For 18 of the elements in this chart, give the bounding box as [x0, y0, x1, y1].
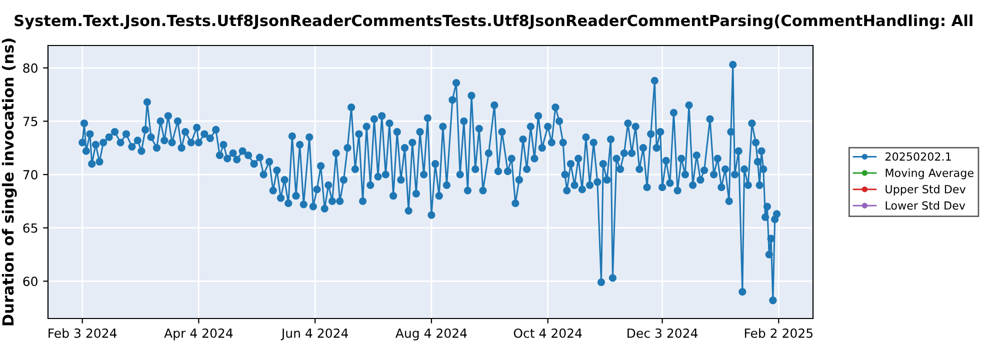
legend-label: Lower Std Dev [886, 201, 966, 210]
x-tick-label: Apr 4 2024 [164, 328, 233, 340]
x-tick-label: Dec 3 2024 [628, 328, 698, 338]
x-tick-label: Oct 4 2024 [514, 328, 582, 338]
x-tick-label: Aug 4 2024 [395, 328, 467, 340]
chart-title: System.Text.Json.Tests.Utf8JsonReaderCommentsTests.Utf8JsonReaderCommentParsing(CommentHandling: All [14, 14, 972, 30]
legend-label: Upper Std Dev [886, 184, 966, 196]
x-tick-label: Feb 3 2024 [48, 328, 117, 338]
y-tick-label: 60 [23, 276, 38, 286]
x-tick-label: Jun 4 2024 [280, 328, 348, 340]
x-tick-label: Feb 2 2025 [744, 328, 812, 338]
legend-label: Moving Average [886, 168, 974, 180]
y-tick-label: 80 [23, 63, 38, 73]
y-tick-label: 70 [23, 170, 38, 180]
legend-label: 20250202.1 [886, 152, 951, 161]
y-axis-title: Duration of single invocation (ns) [2, 38, 17, 326]
y-tick-label: 75 [23, 116, 38, 126]
y-tick-label: 65 [23, 223, 38, 233]
